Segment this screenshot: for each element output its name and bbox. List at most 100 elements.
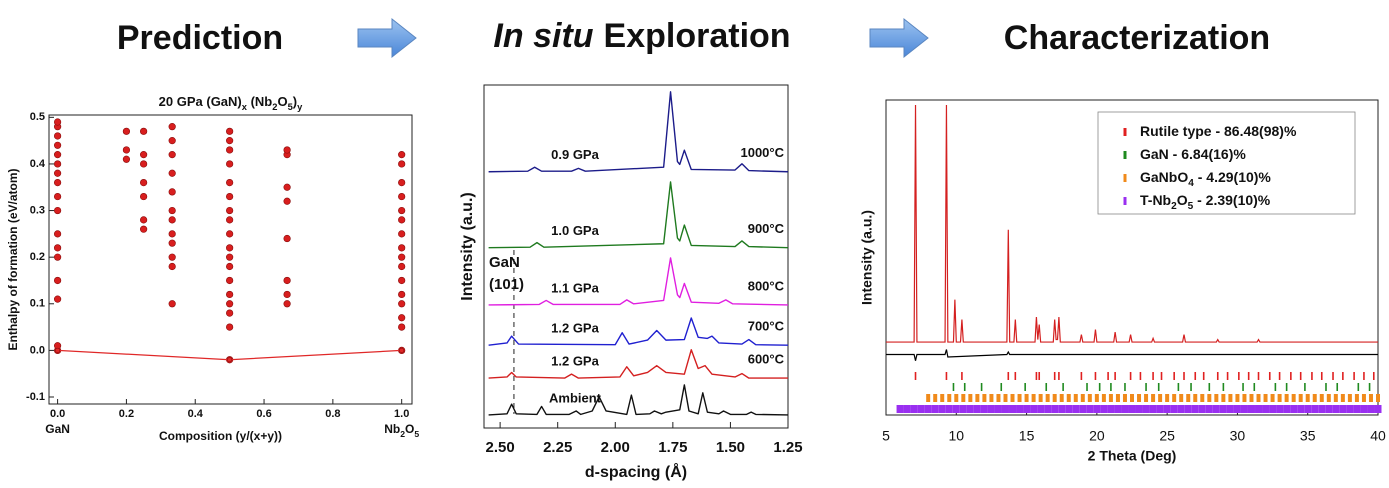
x-axis-label: Composition (y/(x+y)) xyxy=(159,429,282,443)
series-annotation: 700°C xyxy=(748,319,785,334)
point xyxy=(398,290,406,299)
heading: In situ Exploration xyxy=(493,17,790,55)
point xyxy=(398,300,406,308)
series-annotation: 900°C xyxy=(748,221,785,236)
y-axis-label: Enthalpy of formation (eV/atom) xyxy=(6,168,20,350)
point xyxy=(54,276,62,285)
point xyxy=(283,234,291,243)
x-tick-label: 40 xyxy=(1370,428,1386,444)
chart-title-part: (Nb xyxy=(247,94,272,109)
y-axis-label: Intensity (a.u.) xyxy=(459,192,476,300)
chart-title-part: O xyxy=(277,94,287,109)
point xyxy=(168,151,176,159)
series-label: Ambient xyxy=(549,390,602,405)
point xyxy=(168,206,176,215)
point xyxy=(122,127,131,135)
point xyxy=(398,230,406,238)
x-tick-label: 1.75 xyxy=(658,439,687,456)
point xyxy=(140,127,148,135)
point xyxy=(226,262,234,271)
point xyxy=(226,309,234,317)
x-tick-label: 0.2 xyxy=(119,408,134,420)
chart-title-part: ) xyxy=(293,94,297,109)
point xyxy=(168,300,176,308)
legend-label: GaN - 6.84(16)% xyxy=(1140,146,1246,162)
point xyxy=(54,160,62,168)
x-end-label: GaN xyxy=(45,422,70,436)
point xyxy=(55,347,61,353)
point xyxy=(168,123,176,131)
point xyxy=(398,253,406,261)
plot-frame xyxy=(483,84,789,429)
series-label: 1.0 GPa xyxy=(551,223,599,238)
legend-label: GaNbO4 - 4.29(10)% xyxy=(1140,169,1271,189)
x-tick-label: 35 xyxy=(1300,428,1316,444)
legend-label-part: GaN - 6.84(16)% xyxy=(1140,146,1246,162)
pattern-line xyxy=(488,181,789,249)
x-end-label-part: O xyxy=(405,422,414,436)
plot-frame xyxy=(885,99,1379,416)
point xyxy=(283,276,291,285)
point xyxy=(168,188,176,196)
series-annotation: 1000°C xyxy=(740,145,784,160)
x-tick-label: 0.0 xyxy=(50,408,65,420)
point xyxy=(226,146,234,154)
series-label: 0.9 GPa xyxy=(551,147,599,162)
legend-label-part: T-Nb xyxy=(1140,192,1171,208)
plot-frame xyxy=(48,114,413,405)
y-tick-label: 0.4 xyxy=(30,158,46,170)
point xyxy=(54,192,62,201)
x-tick-label: 1.0 xyxy=(394,408,409,420)
point xyxy=(398,206,406,215)
legend-label-part: O xyxy=(1177,192,1188,208)
point xyxy=(283,183,291,191)
x-end-label-part: 2 xyxy=(400,429,405,439)
y-axis-label: Intensity (a.u.) xyxy=(859,210,875,305)
x-axis-label: 2 Theta (Deg) xyxy=(1088,448,1177,464)
point xyxy=(283,146,291,154)
point xyxy=(54,178,62,187)
point xyxy=(168,169,176,177)
x-tick-label: 1.50 xyxy=(716,439,745,456)
pattern-line xyxy=(488,91,789,173)
chart-title-part: 5 xyxy=(288,102,293,112)
point xyxy=(54,253,62,261)
point xyxy=(227,357,233,363)
pattern-line xyxy=(488,384,789,416)
series-label: 1.2 GPa xyxy=(551,321,599,336)
x-end-label-part: Nb xyxy=(384,422,400,436)
x-tick-label: 0.4 xyxy=(188,408,204,420)
point xyxy=(283,197,291,205)
legend-label-part: Rutile type - 86.48(98)% xyxy=(1140,123,1297,139)
heading: Prediction xyxy=(117,19,283,57)
point xyxy=(226,244,234,252)
y-tick-label: 0.0 xyxy=(30,344,45,356)
legend-label-part: 5 xyxy=(1188,201,1194,212)
heading-part: In situ xyxy=(493,17,593,55)
x-tick-label: 0.8 xyxy=(325,408,340,420)
point xyxy=(226,178,234,187)
point xyxy=(168,262,176,271)
point xyxy=(398,276,406,285)
x-end-label-part: GaN xyxy=(45,422,70,436)
point xyxy=(283,300,291,308)
chart-title-part: 2 xyxy=(272,102,277,112)
series-annotation: 800°C xyxy=(748,278,785,293)
point xyxy=(398,160,406,168)
point xyxy=(54,141,62,149)
chart-title-part: x xyxy=(242,102,248,112)
x-end-label: Nb2O5 xyxy=(384,422,419,439)
point xyxy=(226,206,234,215)
point xyxy=(168,253,176,261)
point xyxy=(54,169,62,177)
legend-label-part: 2 xyxy=(1171,201,1177,212)
point xyxy=(168,239,176,247)
x-tick-label: 2.25 xyxy=(543,439,572,456)
x-tick-label: 2.00 xyxy=(601,439,630,456)
point xyxy=(398,216,406,224)
point xyxy=(54,244,62,252)
series-label: 1.2 GPa xyxy=(551,354,599,369)
point xyxy=(226,230,234,238)
pattern-line xyxy=(488,349,788,379)
point xyxy=(140,192,148,201)
